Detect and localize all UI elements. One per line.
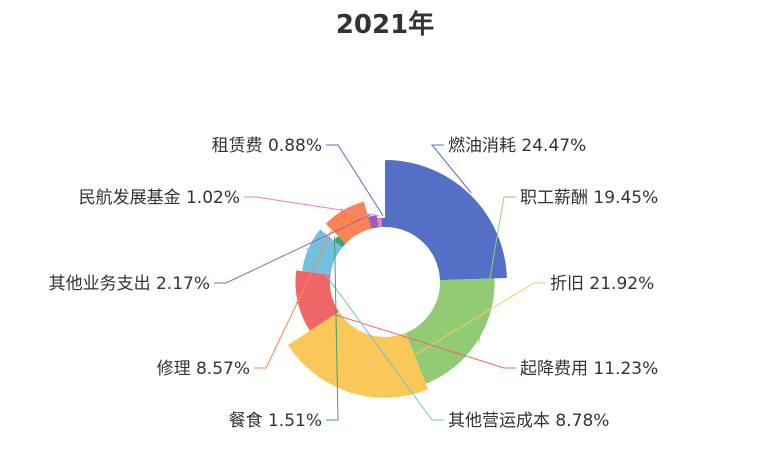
- slice-7[interactable]: [325, 201, 372, 244]
- slice-label-9: 民航发展基金 1.02%: [79, 188, 240, 208]
- leader-line-8: [214, 213, 373, 284]
- slice-8[interactable]: [367, 215, 379, 229]
- slice-label-1: 燃油消耗 24.47%: [448, 136, 586, 156]
- slice-10[interactable]: [381, 217, 385, 228]
- leader-line-10: [326, 144, 384, 217]
- slices-layer: [287, 160, 507, 398]
- slice-label-7: 修理 8.57%: [157, 359, 250, 379]
- slice-label-6: 餐食 1.51%: [229, 411, 322, 431]
- leader-line-3: [349, 282, 546, 395]
- slice-label-4: 起降费用 11.23%: [520, 359, 658, 379]
- slice-label-2: 职工薪酬 19.45%: [520, 188, 658, 208]
- leader-lines-layer: [214, 144, 546, 421]
- slice-6[interactable]: [333, 235, 346, 248]
- slice-2[interactable]: [405, 278, 495, 384]
- slice-4[interactable]: [295, 270, 339, 331]
- chart-title: 2021年: [336, 9, 434, 40]
- slice-5[interactable]: [302, 229, 343, 275]
- leader-line-7: [254, 208, 343, 369]
- slice-label-5: 其他营运成本 8.78%: [448, 411, 609, 431]
- slice-label-10: 租赁费 0.88%: [212, 136, 322, 156]
- slice-label-3: 折旧 21.92%: [550, 274, 654, 294]
- slice-1[interactable]: [385, 160, 507, 281]
- leader-line-6: [326, 236, 339, 421]
- slice-3[interactable]: [287, 311, 429, 398]
- leader-line-1: [430, 144, 472, 194]
- leader-line-5: [306, 247, 444, 421]
- slice-9[interactable]: [377, 217, 382, 228]
- leader-line-4: [295, 301, 516, 369]
- leader-line-2: [478, 196, 516, 344]
- labels-layer: 燃油消耗 24.47% 职工薪酬 19.45% 折旧 21.92% 起降费用 11.2…: [49, 136, 659, 431]
- leader-line-9: [244, 196, 380, 217]
- slice-label-8: 其他业务支出 2.17%: [49, 274, 210, 294]
